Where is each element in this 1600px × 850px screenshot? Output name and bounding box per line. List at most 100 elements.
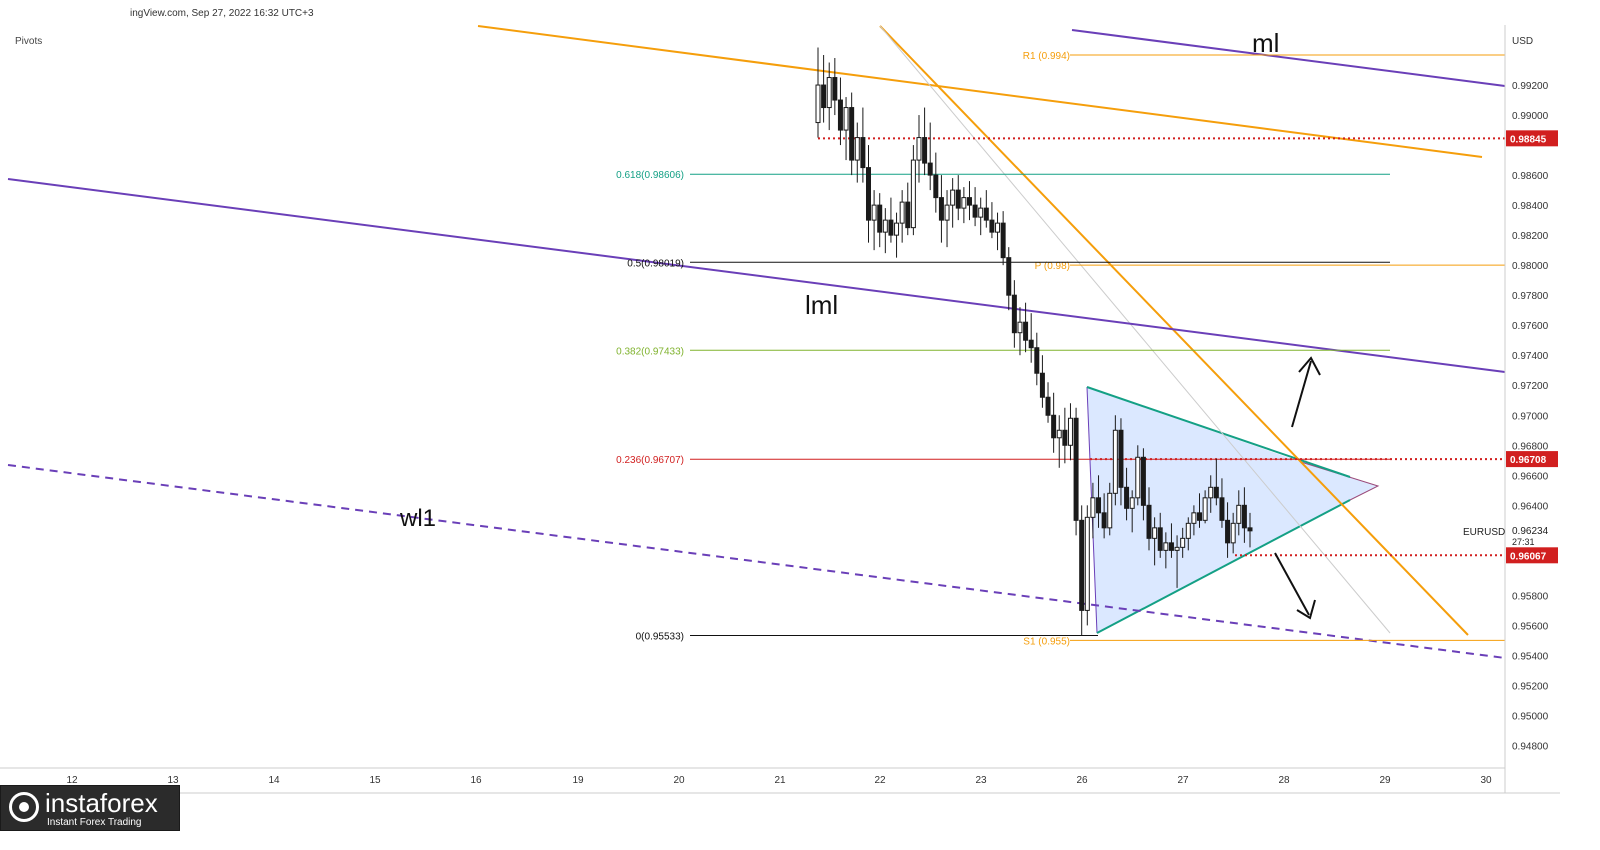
ml-annotation: ml <box>1252 28 1279 58</box>
candle-body <box>1135 456 1141 499</box>
candle-body <box>922 137 928 164</box>
candle-body <box>1230 522 1236 544</box>
candle-body <box>944 204 950 221</box>
candle-body <box>961 197 967 209</box>
y-tick-label: 0.95200 <box>1512 681 1549 692</box>
candle-body <box>938 197 944 221</box>
candle-body <box>1157 527 1163 551</box>
y-tick-label: 0.95800 <box>1512 591 1549 602</box>
candle-body <box>1023 321 1029 341</box>
candle-body <box>1067 417 1073 446</box>
candle-body <box>1174 546 1180 551</box>
candle-body <box>1062 429 1068 446</box>
triangle-pattern <box>1087 387 1378 633</box>
price-badge <box>1506 547 1558 564</box>
candle-body <box>1185 522 1191 539</box>
chart-header: ingView.com, Sep 27, 2022 16:32 UTC+3 <box>130 8 314 19</box>
x-tick-label: 16 <box>470 775 482 786</box>
candle-body <box>894 222 900 236</box>
candle-body <box>966 197 972 206</box>
candle-body <box>1118 429 1124 488</box>
brand-tagline: Instant Forex Trading <box>47 817 142 828</box>
x-tick-label: 14 <box>268 775 280 786</box>
x-tick-label: 27 <box>1177 775 1189 786</box>
price-badge <box>1506 451 1558 468</box>
pivot-label: R1 (0.994) <box>1023 51 1070 62</box>
candle-body <box>1096 497 1102 514</box>
candle-body <box>1112 429 1118 494</box>
candle-body <box>1084 516 1090 611</box>
candle-body <box>832 77 838 101</box>
instaforex-logo-icon <box>9 792 39 822</box>
wl1-annotation: wl1 <box>399 505 436 532</box>
candle-body <box>1197 512 1203 521</box>
candle-body <box>995 222 1001 233</box>
candle-body <box>989 219 995 233</box>
candle-body <box>877 204 883 233</box>
candle-body <box>1225 519 1231 544</box>
candle-body <box>865 167 871 221</box>
candle-body <box>955 189 961 209</box>
candle-body <box>1168 542 1174 551</box>
candle-body <box>1006 257 1012 296</box>
candle-body <box>1124 486 1130 509</box>
candle-body <box>821 84 827 109</box>
candle-body <box>1056 429 1062 439</box>
candle-body <box>1079 519 1085 611</box>
y-tick-label: 0.98000 <box>1512 261 1549 272</box>
x-tick-label: 29 <box>1379 775 1391 786</box>
candle-body <box>1247 527 1253 532</box>
candle-body <box>1051 414 1057 439</box>
candle-body <box>910 159 916 229</box>
candle-body <box>1202 497 1208 521</box>
candle-body <box>854 137 860 161</box>
x-tick-label: 15 <box>369 775 381 786</box>
y-tick-label: 0.97000 <box>1512 411 1549 422</box>
candle-body <box>1090 497 1096 518</box>
annotations-layer: ml lml wl1 <box>399 28 1321 620</box>
fib-level-label: 0.5(0.98019) <box>627 258 684 269</box>
x-tick-label: 20 <box>673 775 685 786</box>
price-badge-label: 0.96708 <box>1510 455 1547 466</box>
candle-body <box>1213 486 1219 499</box>
candle-body <box>1045 396 1051 416</box>
candle-body <box>1140 456 1146 506</box>
y-tick-label: 0.95000 <box>1512 711 1549 722</box>
y-tick-label: 0.94800 <box>1512 741 1549 752</box>
countdown-label: 27:31 <box>1512 537 1535 547</box>
fib-level-label: 0(0.95533) <box>636 631 684 642</box>
y-tick-label: 0.98600 <box>1512 171 1549 182</box>
x-tick-label: 23 <box>975 775 987 786</box>
candle-body <box>933 174 939 199</box>
y-tick-label: 0.95600 <box>1512 621 1549 632</box>
lml-line <box>7 178 1506 373</box>
fib-level-label: 0.618(0.98606) <box>616 170 684 181</box>
candle-body <box>1236 504 1242 524</box>
y-tick-label: 0.97200 <box>1512 381 1549 392</box>
x-tick-label: 21 <box>774 775 786 786</box>
indicator-label: Pivots <box>15 36 43 47</box>
thin-grey-trendline <box>879 25 1391 634</box>
candle-body <box>1129 497 1135 509</box>
y-tick-label: 0.98400 <box>1512 201 1549 212</box>
candle-body <box>927 162 933 176</box>
x-tick-label: 30 <box>1480 775 1492 786</box>
candle-body <box>843 107 849 131</box>
candle-body <box>916 137 922 161</box>
y-tick-label: 0.97600 <box>1512 321 1549 332</box>
candle-body <box>882 219 888 233</box>
x-tick-label: 13 <box>167 775 179 786</box>
x-tick-label: 19 <box>572 775 584 786</box>
y-tick-label: 0.96800 <box>1512 441 1549 452</box>
x-tick-label: 26 <box>1076 775 1088 786</box>
candles-layer <box>815 47 1253 636</box>
candle-body <box>1000 222 1006 259</box>
y-tick-label: 0.97400 <box>1512 351 1549 362</box>
up-arrowhead-icon <box>1298 356 1321 376</box>
ml-line <box>1071 29 1506 87</box>
candle-body <box>950 189 956 206</box>
candle-body <box>983 207 989 221</box>
price-badge <box>1506 130 1558 147</box>
